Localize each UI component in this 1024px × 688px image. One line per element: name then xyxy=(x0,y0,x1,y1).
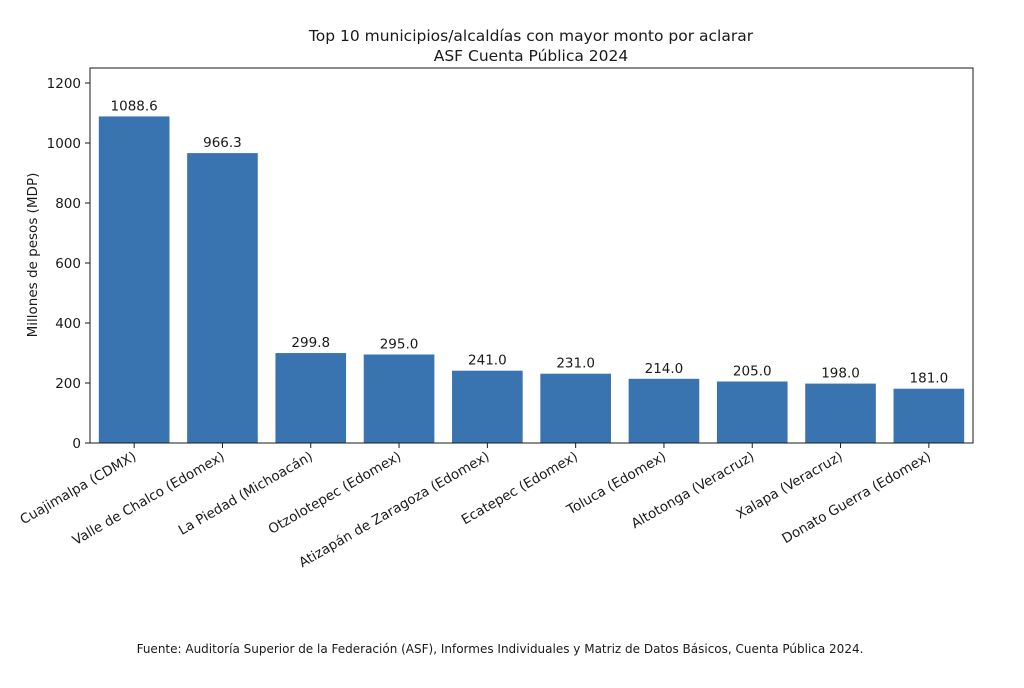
bar-value-label: 198.0 xyxy=(821,366,860,382)
bar xyxy=(805,383,876,443)
bars-layer xyxy=(98,116,965,444)
bar xyxy=(716,381,788,443)
bar-value-label: 241.0 xyxy=(468,353,507,369)
x-axis: Cuajimalpa (CDMX)Valle de Chalco (Edomex… xyxy=(17,443,934,571)
chart-title-line-1: Top 10 municipios/alcaldías con mayor mo… xyxy=(308,27,754,45)
x-tick-label: Donato Guerra (Edomex) xyxy=(779,449,934,547)
plot-frame xyxy=(89,67,974,444)
bar xyxy=(363,354,435,443)
y-tick-label: 200 xyxy=(55,376,81,392)
bar-value-label: 295.0 xyxy=(380,337,419,353)
y-tick-label: 600 xyxy=(55,256,81,272)
bar-value-label: 214.0 xyxy=(645,361,684,377)
y-tick-label: 1000 xyxy=(47,136,81,152)
y-tick-label: 800 xyxy=(55,196,81,212)
bar xyxy=(540,373,611,443)
bar-value-label: 231.0 xyxy=(556,356,595,372)
y-tick-label: 400 xyxy=(55,316,81,332)
x-tick-label: Valle de Chalco (Edomex) xyxy=(70,449,228,549)
chart-title: Top 10 municipios/alcaldías con mayor mo… xyxy=(308,27,754,65)
bar xyxy=(187,153,258,444)
bar-value-label: 181.0 xyxy=(910,371,949,387)
bar xyxy=(275,353,347,443)
y-axis-label: Millones de pesos (MDP) xyxy=(25,173,41,338)
chart-title-line-2: ASF Cuenta Pública 2024 xyxy=(434,47,629,65)
bar xyxy=(628,378,700,443)
bar-value-label: 1088.6 xyxy=(111,98,158,114)
value-labels-layer: 1088.6 966.3 299.8 295.0 241.0 231.0 214.0 205.… xyxy=(111,98,949,386)
bar-value-label: 966.3 xyxy=(203,135,242,151)
y-tick-label: 1200 xyxy=(47,76,81,92)
bar-value-label: 205.0 xyxy=(733,364,772,380)
bar-value-label: 299.8 xyxy=(291,335,330,351)
y-axis: 0 200 400 600 800 1000 1200 xyxy=(47,76,90,452)
bar xyxy=(98,116,170,444)
y-tick-label: 0 xyxy=(72,436,81,452)
bar xyxy=(893,388,965,443)
bar xyxy=(452,370,523,443)
source-note: Fuente: Auditoría Superior de la Federac… xyxy=(136,642,864,656)
